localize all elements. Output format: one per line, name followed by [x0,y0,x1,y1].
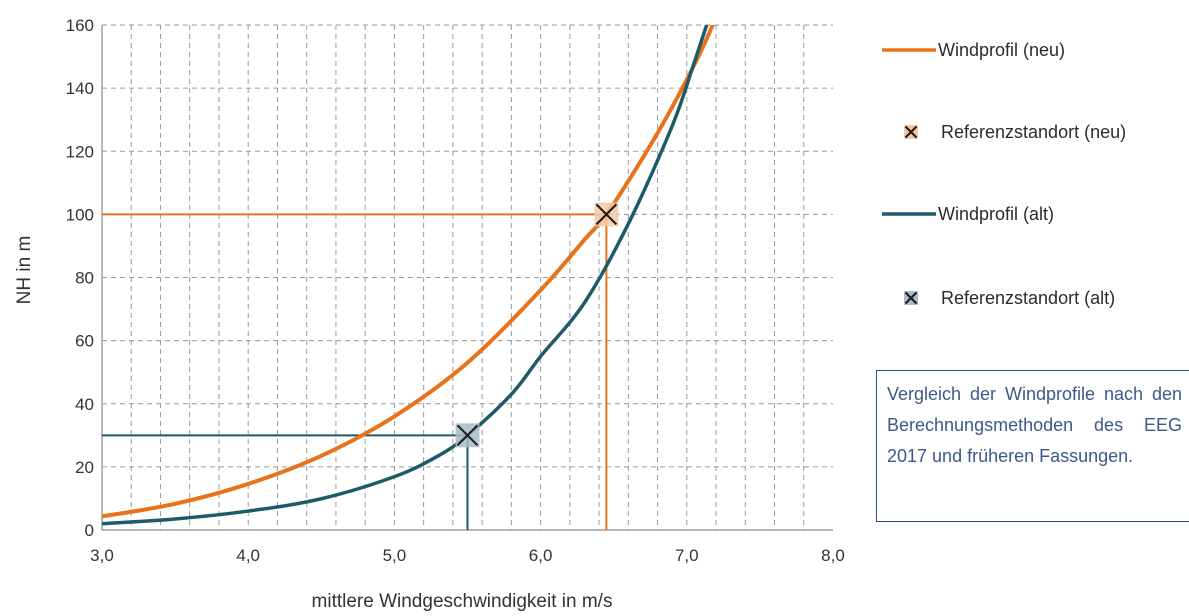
legend-item-windprofil-neu: Windprofil (neu) [882,40,1065,60]
reference-marker-alt [455,423,480,448]
x-axis-title: mittlere Windgeschwindigkeit in m/s [312,591,613,612]
y-tick-label: 60 [75,332,94,351]
legend-label: Windprofil (neu) [938,40,1065,60]
tick-labels: 3,0 4,0 5,0 6,0 7,0 8,0 0 20 40 60 80 100 120 140 160 [66,16,845,565]
series-line-neu [102,25,715,519]
legend: Windprofil (neu) Referenzstandort (neu) Wi… [882,40,1126,308]
y-tick-label: 0 [85,521,94,540]
y-tick-label: 40 [75,395,94,414]
x-tick-label: 6,0 [529,546,553,565]
legend-marker-swatch [904,125,918,139]
y-tick-label: 100 [66,205,94,224]
legend-label: Windprofil (alt) [938,204,1054,224]
series-lines [102,25,715,526]
reference-marker-neu [594,202,619,227]
y-tick-label: 20 [75,458,94,477]
legend-label: Referenzstandort (alt) [941,288,1115,308]
legend-item-referenzstandort-neu: Referenzstandort (neu) [904,122,1126,142]
caption-box: Vergleich der Windprofile nach den Berec… [876,370,1189,522]
x-tick-label: 5,0 [383,546,407,565]
caption-text: Vergleich der Windprofile nach den Berec… [887,384,1182,466]
x-tick-label: 8,0 [821,546,845,565]
legend-label: Referenzstandort (neu) [941,122,1126,142]
y-tick-label: 120 [66,142,94,161]
series-line-alt [102,25,709,526]
x-tick-label: 3,0 [90,546,114,565]
legend-item-windprofil-alt: Windprofil (alt) [882,204,1054,224]
y-tick-label: 160 [66,16,94,35]
reference-markers [455,202,619,448]
x-tick-label: 4,0 [236,546,260,565]
legend-item-referenzstandort-alt: Referenzstandort (alt) [904,288,1115,308]
y-axis-title: NH in m [14,236,35,305]
legend-marker-swatch [904,291,918,305]
y-tick-label: 80 [75,269,94,288]
y-tick-label: 140 [66,79,94,98]
x-tick-label: 7,0 [675,546,699,565]
